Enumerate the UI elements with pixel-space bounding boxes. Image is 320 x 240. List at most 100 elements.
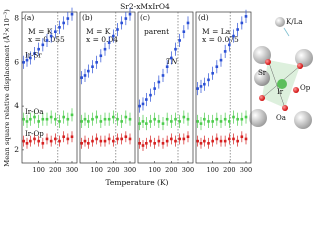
point bbox=[149, 120, 152, 123]
point bbox=[161, 142, 165, 145]
point bbox=[145, 98, 148, 101]
point bbox=[196, 87, 199, 90]
point bbox=[41, 142, 45, 145]
point bbox=[49, 139, 53, 143]
point bbox=[49, 34, 53, 38]
point bbox=[58, 26, 61, 29]
panel-frame bbox=[195, 11, 252, 164]
point bbox=[165, 65, 169, 69]
point bbox=[145, 122, 148, 125]
point bbox=[80, 142, 83, 145]
annotation: M = K bbox=[28, 27, 53, 36]
x-tick-label: 300 bbox=[182, 166, 194, 174]
point bbox=[203, 139, 206, 143]
tn-label: TN bbox=[166, 57, 178, 66]
point bbox=[62, 135, 65, 139]
point bbox=[116, 137, 119, 141]
series-label: Ir-Sr bbox=[25, 51, 42, 59]
point bbox=[128, 117, 132, 121]
point bbox=[215, 137, 219, 141]
point bbox=[186, 117, 190, 121]
point bbox=[124, 17, 128, 20]
point bbox=[182, 115, 186, 119]
point bbox=[153, 142, 156, 145]
point bbox=[87, 69, 90, 73]
point bbox=[244, 137, 248, 141]
point bbox=[170, 120, 173, 123]
point bbox=[99, 139, 103, 143]
point bbox=[223, 139, 227, 143]
point bbox=[228, 137, 231, 141]
atom-label: Op bbox=[300, 84, 311, 92]
point bbox=[232, 115, 235, 119]
point bbox=[25, 120, 29, 123]
point bbox=[120, 21, 123, 25]
point bbox=[211, 71, 214, 75]
point bbox=[170, 56, 173, 60]
point bbox=[91, 65, 94, 69]
point bbox=[58, 139, 61, 143]
point bbox=[207, 120, 210, 123]
point bbox=[228, 43, 231, 47]
point bbox=[228, 120, 231, 123]
annotation: (c) bbox=[140, 13, 150, 22]
point bbox=[103, 139, 107, 143]
point bbox=[182, 137, 186, 141]
y-tick-label: 2 bbox=[14, 145, 19, 154]
point bbox=[244, 115, 248, 119]
point bbox=[141, 144, 145, 147]
point bbox=[116, 28, 119, 31]
y-tick-label: 4 bbox=[14, 101, 19, 110]
point bbox=[157, 139, 161, 143]
point bbox=[141, 102, 145, 106]
point bbox=[138, 104, 141, 108]
point bbox=[70, 113, 74, 117]
point bbox=[211, 120, 214, 123]
point bbox=[33, 52, 36, 55]
point bbox=[128, 12, 132, 16]
series-label: Ir-Op bbox=[25, 130, 44, 138]
point bbox=[236, 117, 239, 121]
annotation: (b) bbox=[82, 13, 93, 22]
point bbox=[22, 61, 25, 64]
point bbox=[186, 135, 190, 139]
point bbox=[91, 117, 94, 121]
annotation: M = K bbox=[86, 27, 111, 36]
x-tick-label: 200 bbox=[107, 166, 119, 174]
point bbox=[153, 87, 156, 90]
y-tick-label: 6 bbox=[14, 57, 19, 66]
point bbox=[29, 117, 32, 121]
point bbox=[203, 117, 206, 121]
point bbox=[116, 117, 119, 121]
x-tick-label: 300 bbox=[240, 166, 252, 174]
point bbox=[240, 117, 244, 121]
point bbox=[37, 47, 40, 51]
point bbox=[58, 120, 61, 123]
annotation: x = 0.075 bbox=[202, 35, 239, 44]
point bbox=[70, 12, 74, 16]
point bbox=[95, 137, 98, 141]
point bbox=[45, 117, 49, 121]
point bbox=[80, 120, 83, 123]
point bbox=[199, 85, 203, 88]
point bbox=[124, 115, 128, 119]
point bbox=[54, 30, 57, 33]
point bbox=[62, 21, 65, 25]
figure: Sr2-xMxIrO4 Mean square relative displac… bbox=[2, 2, 313, 187]
point bbox=[161, 122, 165, 125]
point bbox=[149, 139, 152, 143]
point bbox=[182, 30, 186, 33]
point bbox=[103, 47, 107, 51]
point bbox=[211, 139, 214, 143]
point bbox=[244, 15, 248, 18]
point bbox=[120, 120, 123, 123]
point bbox=[203, 82, 206, 86]
point bbox=[232, 137, 235, 141]
point bbox=[138, 122, 141, 125]
point bbox=[161, 74, 165, 77]
point bbox=[240, 21, 244, 25]
annotation: M = La bbox=[202, 27, 231, 36]
point bbox=[70, 135, 74, 139]
point bbox=[41, 43, 45, 47]
point bbox=[91, 139, 94, 143]
